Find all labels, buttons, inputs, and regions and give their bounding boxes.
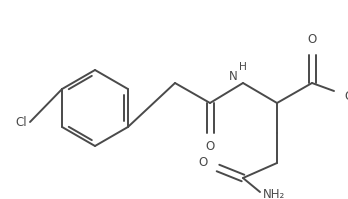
Text: H: H xyxy=(239,62,247,72)
Text: O: O xyxy=(307,33,317,46)
Text: O: O xyxy=(205,140,215,153)
Text: N: N xyxy=(229,69,238,83)
Text: O: O xyxy=(199,155,208,169)
Text: OH: OH xyxy=(344,91,348,103)
Text: Cl: Cl xyxy=(15,115,27,129)
Text: NH₂: NH₂ xyxy=(263,188,285,199)
